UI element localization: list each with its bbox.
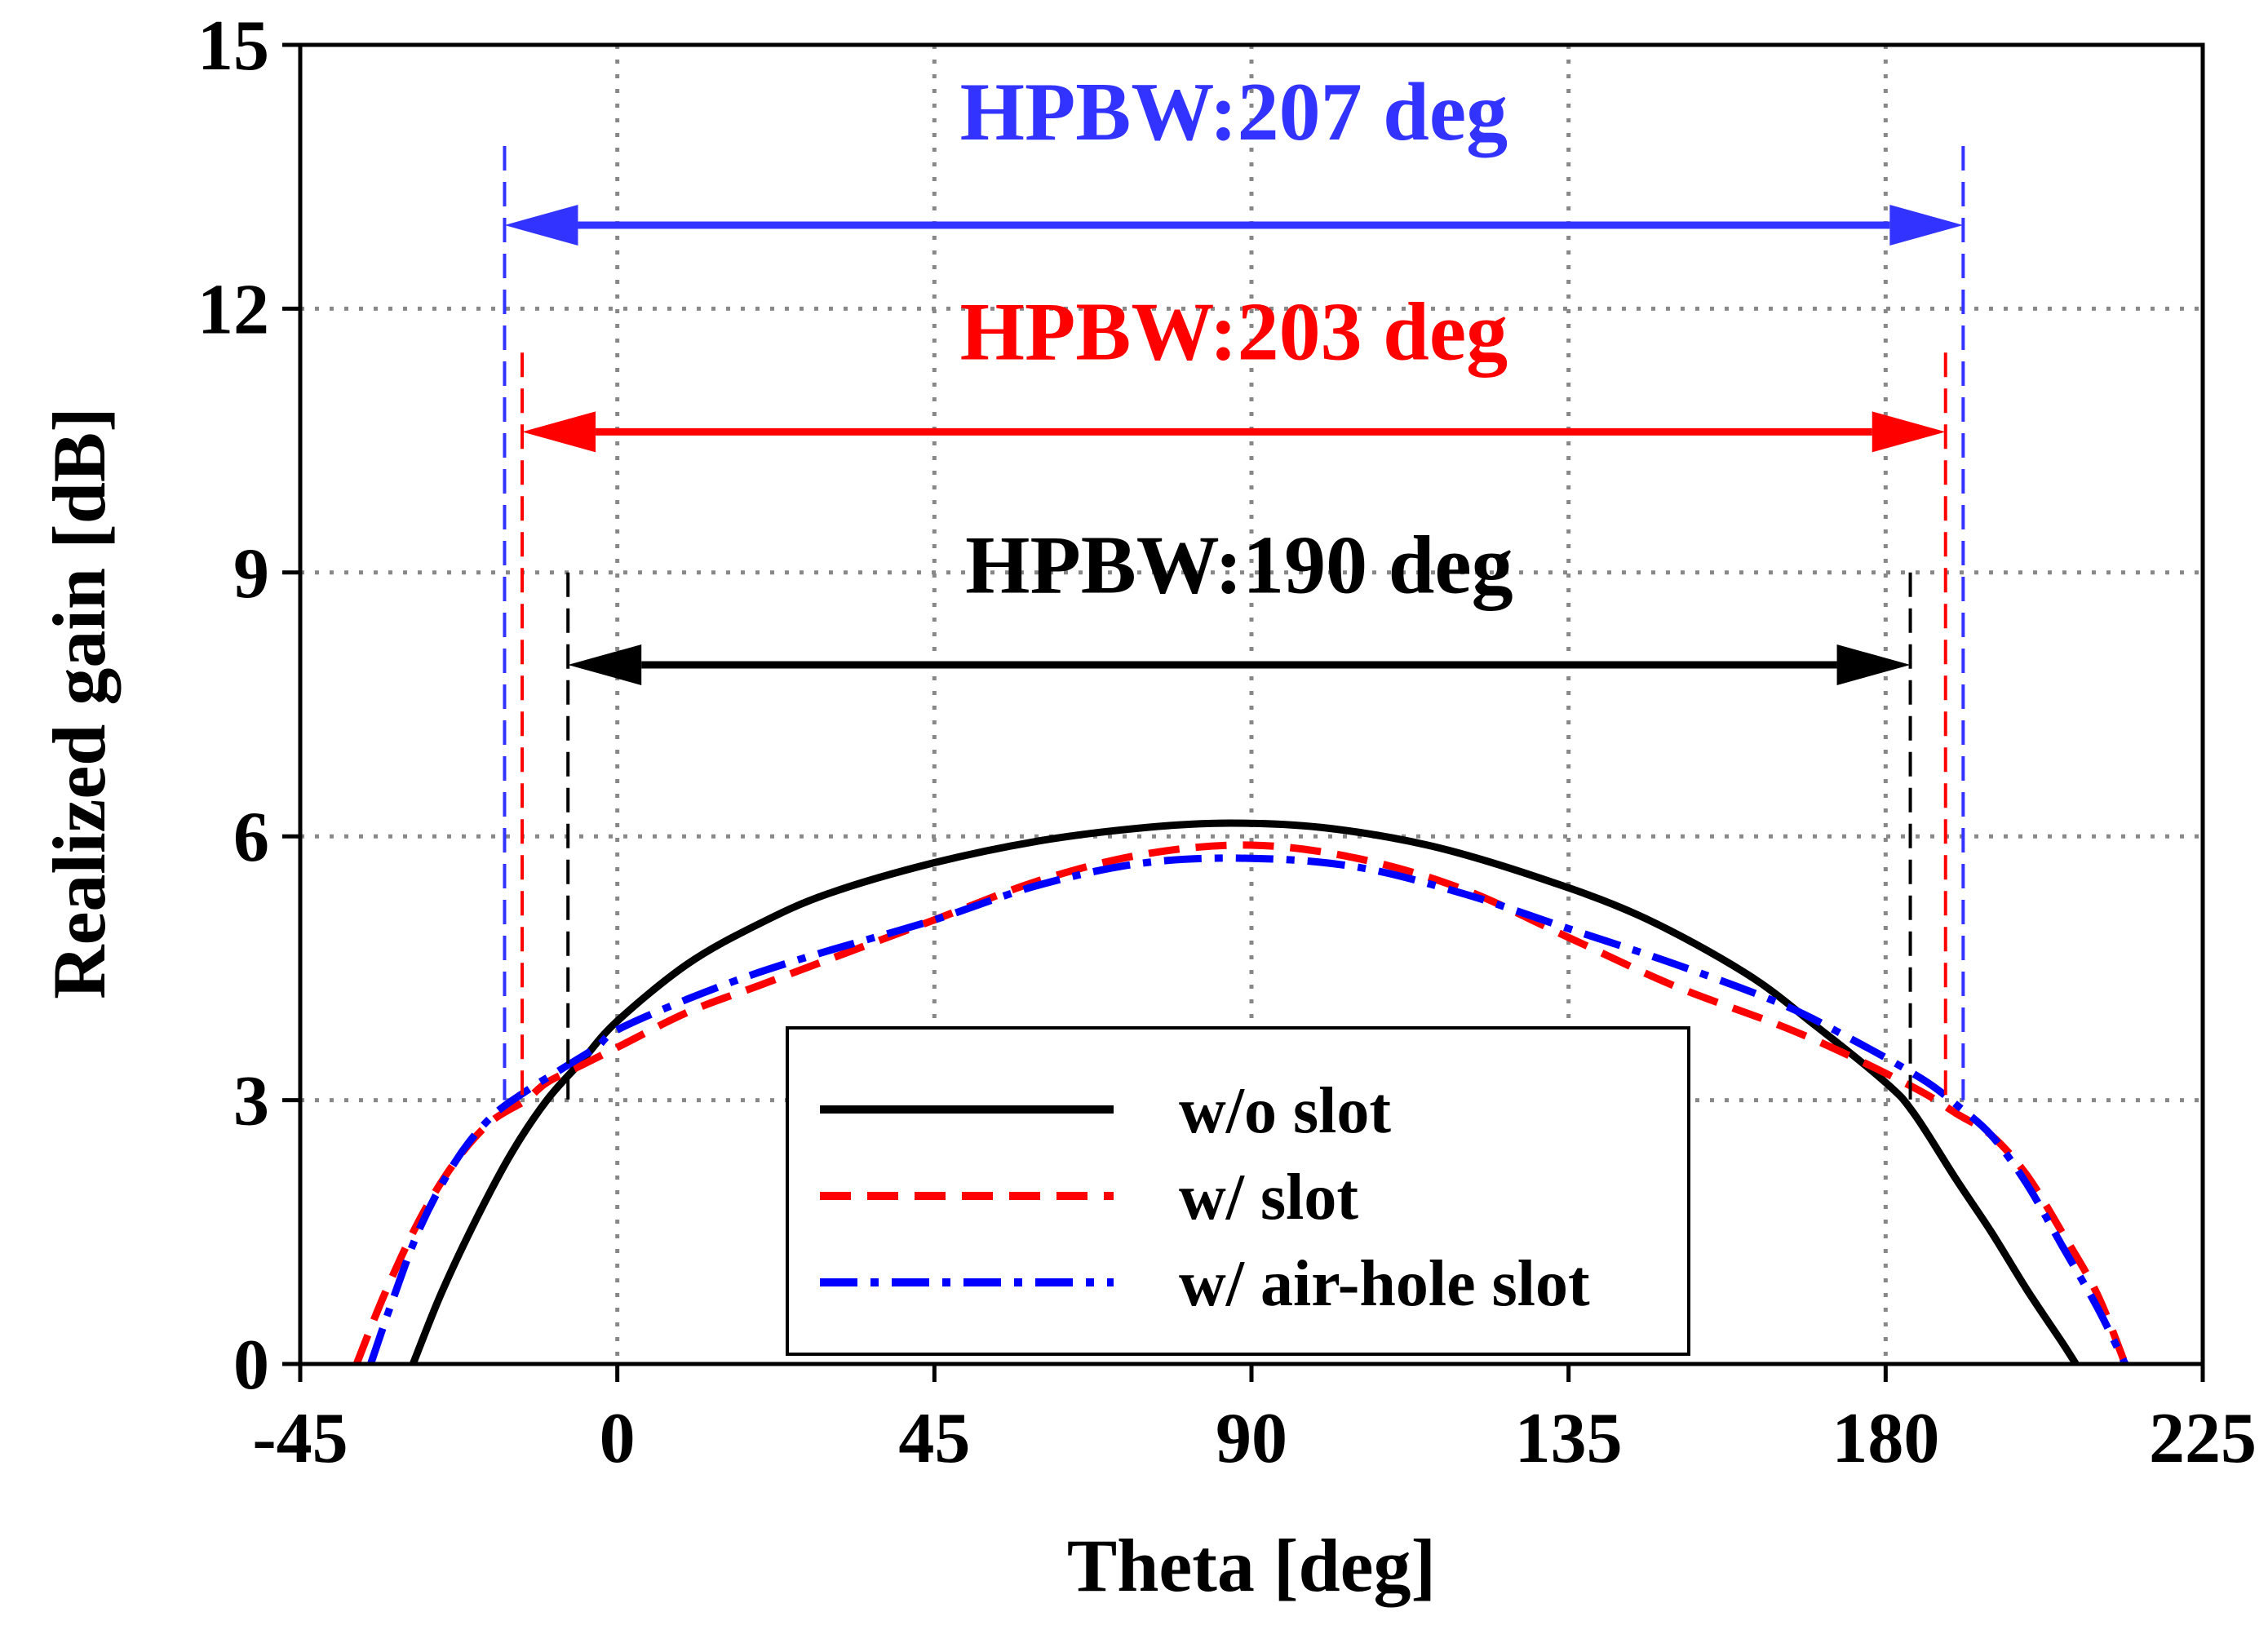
legend-box [786,1026,1690,1356]
hpbw-arrowhead-right-1 [1872,411,1946,453]
x-tick-label: 180 [1832,1399,1939,1478]
x-tick-label: 135 [1515,1399,1623,1478]
y-tick-label: 12 [197,270,269,349]
series-line-1 [352,841,2129,1366]
hpbw-arrowhead-right-2 [1836,644,1911,685]
hpbw-label-2: HPBW:190 deg [965,519,1513,611]
legend-label-1: w/ slot [1179,1162,1358,1233]
hpbw-label-0: HPBW:207 deg [960,66,1508,158]
x-tick-label: 45 [898,1399,970,1478]
hpbw-arrowhead-left-2 [568,644,642,685]
x-tick-label: -45 [252,1399,348,1478]
legend-label-0: w/o slot [1179,1075,1391,1147]
hpbw-arrowhead-left-0 [504,204,578,246]
x-axis-label: Theta [deg] [1067,1524,1436,1607]
x-tick-label: 0 [600,1399,636,1478]
y-axis-label: Realized gain [dB] [38,407,121,999]
hpbw-arrowhead-left-1 [522,411,596,453]
x-tick-label: 225 [2149,1399,2257,1478]
y-tick-label: 3 [233,1062,269,1141]
hpbw-label-1: HPBW:203 deg [960,286,1508,379]
legend-label-2: w/ air-hole slot [1179,1248,1590,1320]
legend: w/o slot w/ slot w/ air-hole slot [786,1026,1690,1356]
series-line-2 [367,854,2129,1366]
y-tick-label: 9 [233,534,269,613]
y-tick-label: 0 [233,1326,269,1405]
hpbw-arrowhead-right-0 [1889,204,1964,246]
hpbw-annotations: HPBW:207 deg HPBW:203 deg HPBW:190 deg [503,66,1965,1100]
x-tick-label: 90 [1216,1399,1287,1478]
y-tick-label: 15 [197,7,269,86]
y-tick-label: 6 [233,798,269,877]
